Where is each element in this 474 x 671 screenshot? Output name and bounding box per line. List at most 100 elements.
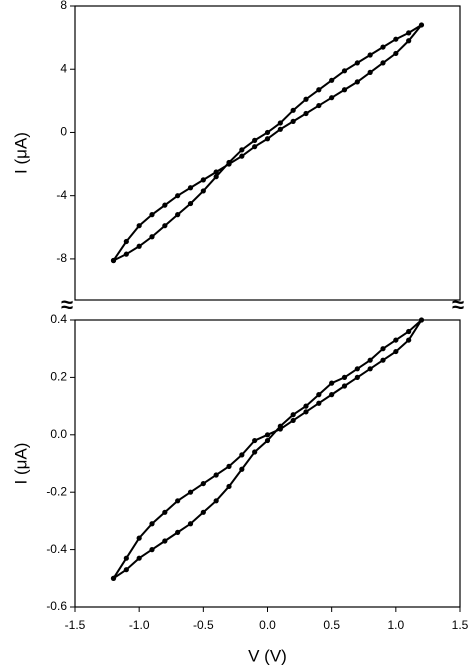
data-point	[303, 409, 309, 415]
x-tick-label: -1.5	[65, 618, 86, 632]
data-point	[393, 348, 399, 355]
axis-break: ≈	[452, 292, 464, 317]
y-axis-label: I (μA)	[11, 443, 30, 485]
data-point	[200, 509, 206, 515]
x-tick-label: 1.0	[387, 618, 404, 632]
data-point	[367, 69, 373, 75]
data-point	[162, 202, 168, 208]
data-point	[252, 449, 258, 455]
data-point	[226, 463, 232, 469]
data-point	[316, 102, 322, 109]
data-point	[290, 107, 296, 113]
plot-frame	[74, 5, 461, 301]
data-point	[123, 251, 129, 257]
data-point	[354, 374, 360, 380]
y-tick-label: 4	[60, 61, 67, 75]
data-point	[418, 317, 425, 323]
data-point	[316, 400, 322, 406]
data-point	[264, 437, 271, 444]
data-point	[149, 234, 155, 240]
y-tick-label: -0.6	[46, 599, 67, 613]
y-tick-label: 0	[60, 125, 67, 139]
y-tick-label: -0.2	[46, 484, 67, 498]
data-point	[149, 212, 155, 218]
data-point	[136, 223, 142, 229]
data-point	[239, 466, 245, 472]
data-point	[303, 403, 309, 409]
data-point	[380, 357, 386, 363]
data-point	[200, 480, 206, 487]
data-point	[252, 137, 258, 143]
data-point	[418, 22, 425, 28]
data-point	[149, 521, 155, 527]
data-point	[187, 185, 194, 191]
x-tick-label: -1.0	[129, 618, 150, 632]
data-point	[136, 555, 142, 561]
data-point	[175, 212, 181, 218]
data-point	[277, 126, 283, 132]
data-point	[341, 383, 348, 389]
data-point	[341, 374, 348, 380]
data-point	[406, 337, 412, 343]
data-point	[303, 96, 309, 102]
data-point	[175, 529, 181, 535]
data-point	[187, 521, 194, 527]
data-point	[406, 38, 412, 44]
y-tick-label: -0.4	[46, 542, 67, 556]
data-point	[252, 144, 258, 150]
y-tick-label: 0.0	[50, 427, 67, 441]
data-point	[354, 79, 360, 85]
data-point	[354, 60, 360, 66]
data-point	[136, 535, 142, 541]
data-point	[367, 52, 373, 58]
data-point	[239, 452, 245, 458]
data-point	[393, 50, 399, 57]
x-tick-label: 0.5	[323, 618, 340, 632]
data-point	[380, 44, 386, 50]
data-point	[406, 30, 412, 36]
data-point	[380, 60, 386, 66]
data-line	[112, 24, 423, 262]
data-point	[213, 174, 219, 180]
x-tick-label: -0.5	[193, 618, 214, 632]
data-point	[252, 437, 258, 444]
data-line	[112, 319, 423, 580]
data-point	[264, 136, 271, 142]
x-axis-label: V (V)	[248, 646, 287, 665]
data-point	[149, 547, 155, 553]
data-point	[200, 177, 206, 183]
x-tick-label: 1.5	[452, 618, 469, 632]
data-point	[213, 472, 219, 478]
y-tick-label: -4	[56, 188, 67, 202]
data-point	[329, 380, 335, 386]
y-tick-label: 0.4	[50, 312, 67, 326]
y-tick-label: -8	[56, 251, 67, 265]
data-point	[341, 87, 348, 93]
data-point	[175, 193, 181, 199]
data-point	[123, 567, 129, 573]
data-point	[213, 498, 219, 504]
data-point	[290, 417, 296, 424]
x-tick-label: 0.0	[259, 618, 276, 632]
data-point	[277, 120, 283, 126]
data-point	[162, 223, 168, 229]
data-point	[329, 392, 335, 398]
data-point	[136, 243, 142, 249]
data-point	[380, 346, 386, 352]
y-axis-label: I (μA)	[11, 132, 30, 174]
data-point	[162, 509, 168, 515]
data-point	[393, 36, 399, 42]
data-point	[277, 423, 283, 429]
data-point	[329, 95, 335, 101]
data-point	[264, 129, 271, 136]
data-point	[290, 118, 296, 124]
data-point	[175, 498, 181, 504]
data-point	[123, 555, 129, 561]
data-point	[200, 188, 206, 194]
y-tick-label: 8	[60, 0, 67, 12]
data-point	[367, 366, 373, 372]
y-tick-label: 0.2	[50, 370, 67, 384]
data-point	[290, 412, 296, 418]
data-point	[264, 432, 271, 438]
data-point	[239, 147, 245, 153]
